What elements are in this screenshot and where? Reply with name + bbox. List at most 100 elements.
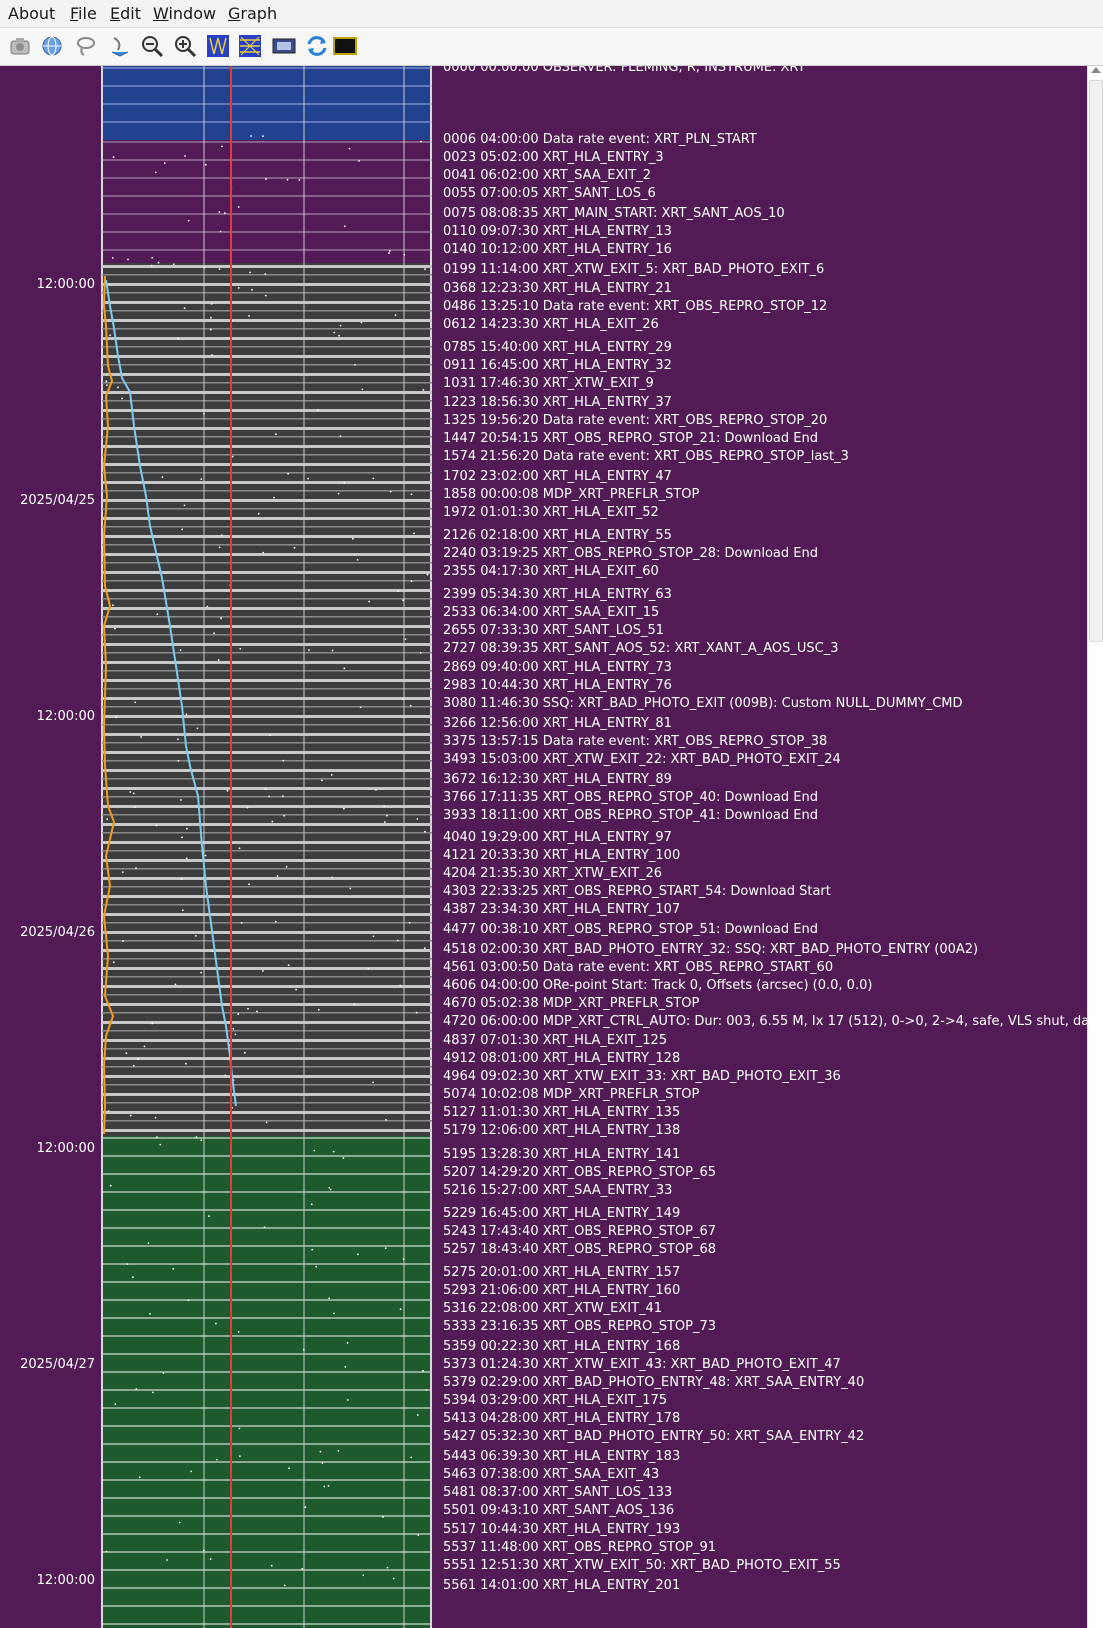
scatter-dot bbox=[187, 219, 190, 222]
scatter-dot bbox=[402, 599, 404, 602]
lasso-icon[interactable] bbox=[74, 34, 98, 58]
scatter-dot bbox=[352, 537, 354, 540]
scatter-dot bbox=[179, 649, 182, 651]
scatter-dot bbox=[213, 632, 216, 634]
scatter-dot bbox=[342, 1157, 345, 1159]
black-rect-icon[interactable] bbox=[333, 34, 357, 58]
event-line: 5207 14:29:20 XRT_OBS_REPRO_STOP_65 bbox=[443, 1165, 716, 1180]
schedule-row bbox=[102, 661, 432, 664]
scatter-dot bbox=[402, 698, 404, 700]
schedule-row bbox=[102, 517, 432, 520]
menu-about[interactable]: About bbox=[8, 4, 56, 23]
scatter-dot bbox=[105, 1550, 108, 1553]
timeline-plot[interactable] bbox=[0, 66, 432, 1628]
event-line: 1447 20:54:15 XRT_OBS_REPRO_STOP_21: Dow… bbox=[443, 431, 818, 446]
grid-blue-icon[interactable] bbox=[206, 34, 230, 58]
scatter-dot bbox=[282, 795, 284, 798]
menu-window[interactable]: Window bbox=[153, 4, 217, 23]
scatter-dot bbox=[178, 1521, 181, 1524]
globe-icon[interactable] bbox=[40, 34, 64, 58]
event-line: 4518 02:00:30 XRT_BAD_PHOTO_ENTRY_32: SS… bbox=[443, 942, 979, 957]
scatter-dot bbox=[159, 1143, 162, 1146]
schedule-row bbox=[102, 1093, 432, 1096]
scatter-dot bbox=[250, 135, 253, 137]
scatter-dot bbox=[140, 736, 143, 738]
scroll-up-arrow-icon[interactable] bbox=[1091, 67, 1101, 73]
scatter-dot bbox=[127, 258, 129, 261]
timeline-graph[interactable]: 12:00:00 2025/04/25 12:00:00 2025/04/26 12:0… bbox=[0, 66, 1087, 1628]
filmstrip-icon[interactable] bbox=[272, 34, 296, 58]
scatter-dot bbox=[204, 854, 207, 857]
scatter-dot bbox=[194, 935, 197, 937]
scatter-dot bbox=[112, 156, 115, 158]
event-line: 2983 10:44:30 XRT_HLA_ENTRY_76 bbox=[443, 678, 672, 693]
schedule-row bbox=[102, 1039, 432, 1042]
schedule-row bbox=[102, 292, 432, 294]
event-line: 2399 05:34:30 XRT_HLA_ENTRY_63 bbox=[443, 587, 672, 602]
event-line: 5243 17:43:40 XRT_OBS_REPRO_STOP_67 bbox=[443, 1224, 716, 1239]
scatter-dot bbox=[240, 922, 243, 924]
scatter-dot bbox=[404, 638, 407, 641]
zoom-out-icon[interactable] bbox=[140, 34, 164, 58]
pan-down-icon[interactable] bbox=[108, 34, 132, 58]
event-line: 5413 04:28:00 XRT_HLA_ENTRY_178 bbox=[443, 1411, 681, 1426]
scatter-dot bbox=[416, 818, 419, 820]
event-line: 5537 11:48:00 XRT_OBS_REPRO_STOP_91 bbox=[443, 1540, 716, 1555]
scatter-dot bbox=[268, 795, 270, 798]
event-line: 5333 23:16:35 XRT_OBS_REPRO_STOP_73 bbox=[443, 1319, 716, 1334]
scatter-dot bbox=[177, 760, 180, 762]
scatter-dot bbox=[218, 211, 221, 213]
camera-icon[interactable] bbox=[8, 34, 32, 58]
schedule-row bbox=[102, 976, 432, 978]
event-line: 0785 15:40:00 XRT_HLA_ENTRY_29 bbox=[443, 340, 672, 355]
scatter-dot bbox=[426, 573, 429, 576]
scatter-dot bbox=[208, 1215, 210, 1217]
scatter-dot bbox=[206, 605, 209, 608]
scatter-dot bbox=[276, 875, 279, 877]
event-line: 5195 13:28:30 XRT_HLA_ENTRY_141 bbox=[443, 1147, 681, 1162]
schedule-row bbox=[102, 994, 432, 996]
scatter-dot bbox=[273, 496, 275, 499]
vertical-scrollbar[interactable] bbox=[1087, 66, 1103, 1628]
axis-label: 2025/04/27 bbox=[20, 1357, 95, 1372]
scatter-dot bbox=[321, 779, 323, 782]
menu-file[interactable]: File bbox=[70, 4, 97, 23]
scatter-dot bbox=[282, 759, 285, 762]
scatter-dot bbox=[155, 824, 158, 827]
menu-edit[interactable]: Edit bbox=[110, 4, 141, 23]
event-line: 1702 23:02:00 XRT_HLA_ENTRY_47 bbox=[443, 469, 672, 484]
event-line: 4606 04:00:00 ORe-point Start: Track 0, … bbox=[443, 978, 873, 993]
scatter-dot bbox=[172, 1268, 175, 1270]
zoom-in-icon[interactable] bbox=[173, 34, 197, 58]
scatter-dot bbox=[356, 558, 359, 561]
schedule-row bbox=[102, 922, 432, 924]
scatter-dot bbox=[200, 478, 203, 481]
refresh-icon[interactable] bbox=[305, 34, 329, 58]
scatter-dot bbox=[248, 315, 250, 317]
event-line: 4303 22:33:25 XRT_OBS_REPRO_START_54: Do… bbox=[443, 884, 831, 899]
schedule-row bbox=[102, 319, 432, 322]
event-line: 5501 09:43:10 XRT_SANT_AOS_136 bbox=[443, 1503, 675, 1518]
scatter-dot bbox=[129, 791, 132, 793]
scatter-dot bbox=[415, 1011, 418, 1014]
scatter-dot bbox=[337, 492, 340, 495]
schedule-row bbox=[102, 814, 432, 816]
schedule-row bbox=[102, 427, 432, 430]
schedule-row bbox=[102, 481, 432, 484]
event-line: 5316 22:08:00 XRT_XTW_EXIT_41 bbox=[443, 1301, 663, 1316]
scroll-thumb[interactable] bbox=[1089, 80, 1103, 642]
event-line: 0006 04:00:00 Data rate event: XRT_PLN_S… bbox=[443, 132, 757, 147]
scatter-dot bbox=[107, 1110, 110, 1112]
event-line: 0110 09:07:30 XRT_HLA_ENTRY_13 bbox=[443, 224, 672, 239]
scatter-dot bbox=[135, 1388, 138, 1390]
event-line: 5373 01:24:30 XRT_XTW_EXIT_43: XRT_BAD_P… bbox=[443, 1357, 841, 1372]
zigzag-grid-icon[interactable] bbox=[238, 34, 262, 58]
event-line: 5551 12:51:30 XRT_XTW_EXIT_50: XRT_BAD_P… bbox=[443, 1558, 841, 1573]
scatter-dot bbox=[147, 1242, 150, 1244]
scatter-dot bbox=[150, 264, 153, 267]
menu-graph[interactable]: Graph bbox=[228, 4, 278, 23]
event-line: 4670 05:02:38 MDP_XRT_PREFLR_STOP bbox=[443, 996, 700, 1011]
event-line: 5293 21:06:00 XRT_HLA_ENTRY_160 bbox=[443, 1283, 681, 1298]
schedule-row bbox=[102, 733, 432, 736]
scatter-dot bbox=[156, 1136, 158, 1139]
